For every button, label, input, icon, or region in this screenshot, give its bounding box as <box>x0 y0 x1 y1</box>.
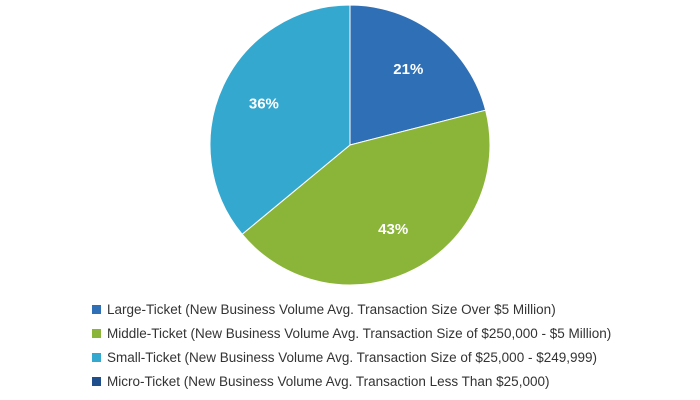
pie-slice <box>349 4 487 146</box>
chart-legend: Large-Ticket (New Business Volume Avg. T… <box>92 297 611 393</box>
legend-swatch <box>92 304 101 314</box>
legend-swatch <box>92 352 101 362</box>
legend-label: Small-Ticket (New Business Volume Avg. T… <box>107 349 598 365</box>
legend-item: Micro-Ticket (New Business Volume Avg. T… <box>92 369 611 393</box>
legend-label: Micro-Ticket (New Business Volume Avg. T… <box>107 373 550 389</box>
pie-slice <box>241 109 491 286</box>
legend-label: Middle-Ticket (New Business Volume Avg. … <box>107 325 612 341</box>
pie-chart: 21% 43% 36% <box>209 4 491 286</box>
legend-item: Small-Ticket (New Business Volume Avg. T… <box>92 345 611 369</box>
pie-slices <box>209 4 491 286</box>
pie-slice-labels: 21% 43% 36% <box>249 61 423 238</box>
pie-slice-label: 36% <box>249 95 279 112</box>
legend-swatch <box>92 328 101 338</box>
legend-swatch <box>92 376 101 386</box>
pie-slice <box>209 4 351 235</box>
pie-slice-label: 43% <box>378 221 408 238</box>
legend-label: Large-Ticket (New Business Volume Avg. T… <box>107 301 556 317</box>
legend-item: Middle-Ticket (New Business Volume Avg. … <box>92 321 611 345</box>
pie-slice-label: 21% <box>393 61 423 78</box>
legend-item: Large-Ticket (New Business Volume Avg. T… <box>92 297 611 321</box>
